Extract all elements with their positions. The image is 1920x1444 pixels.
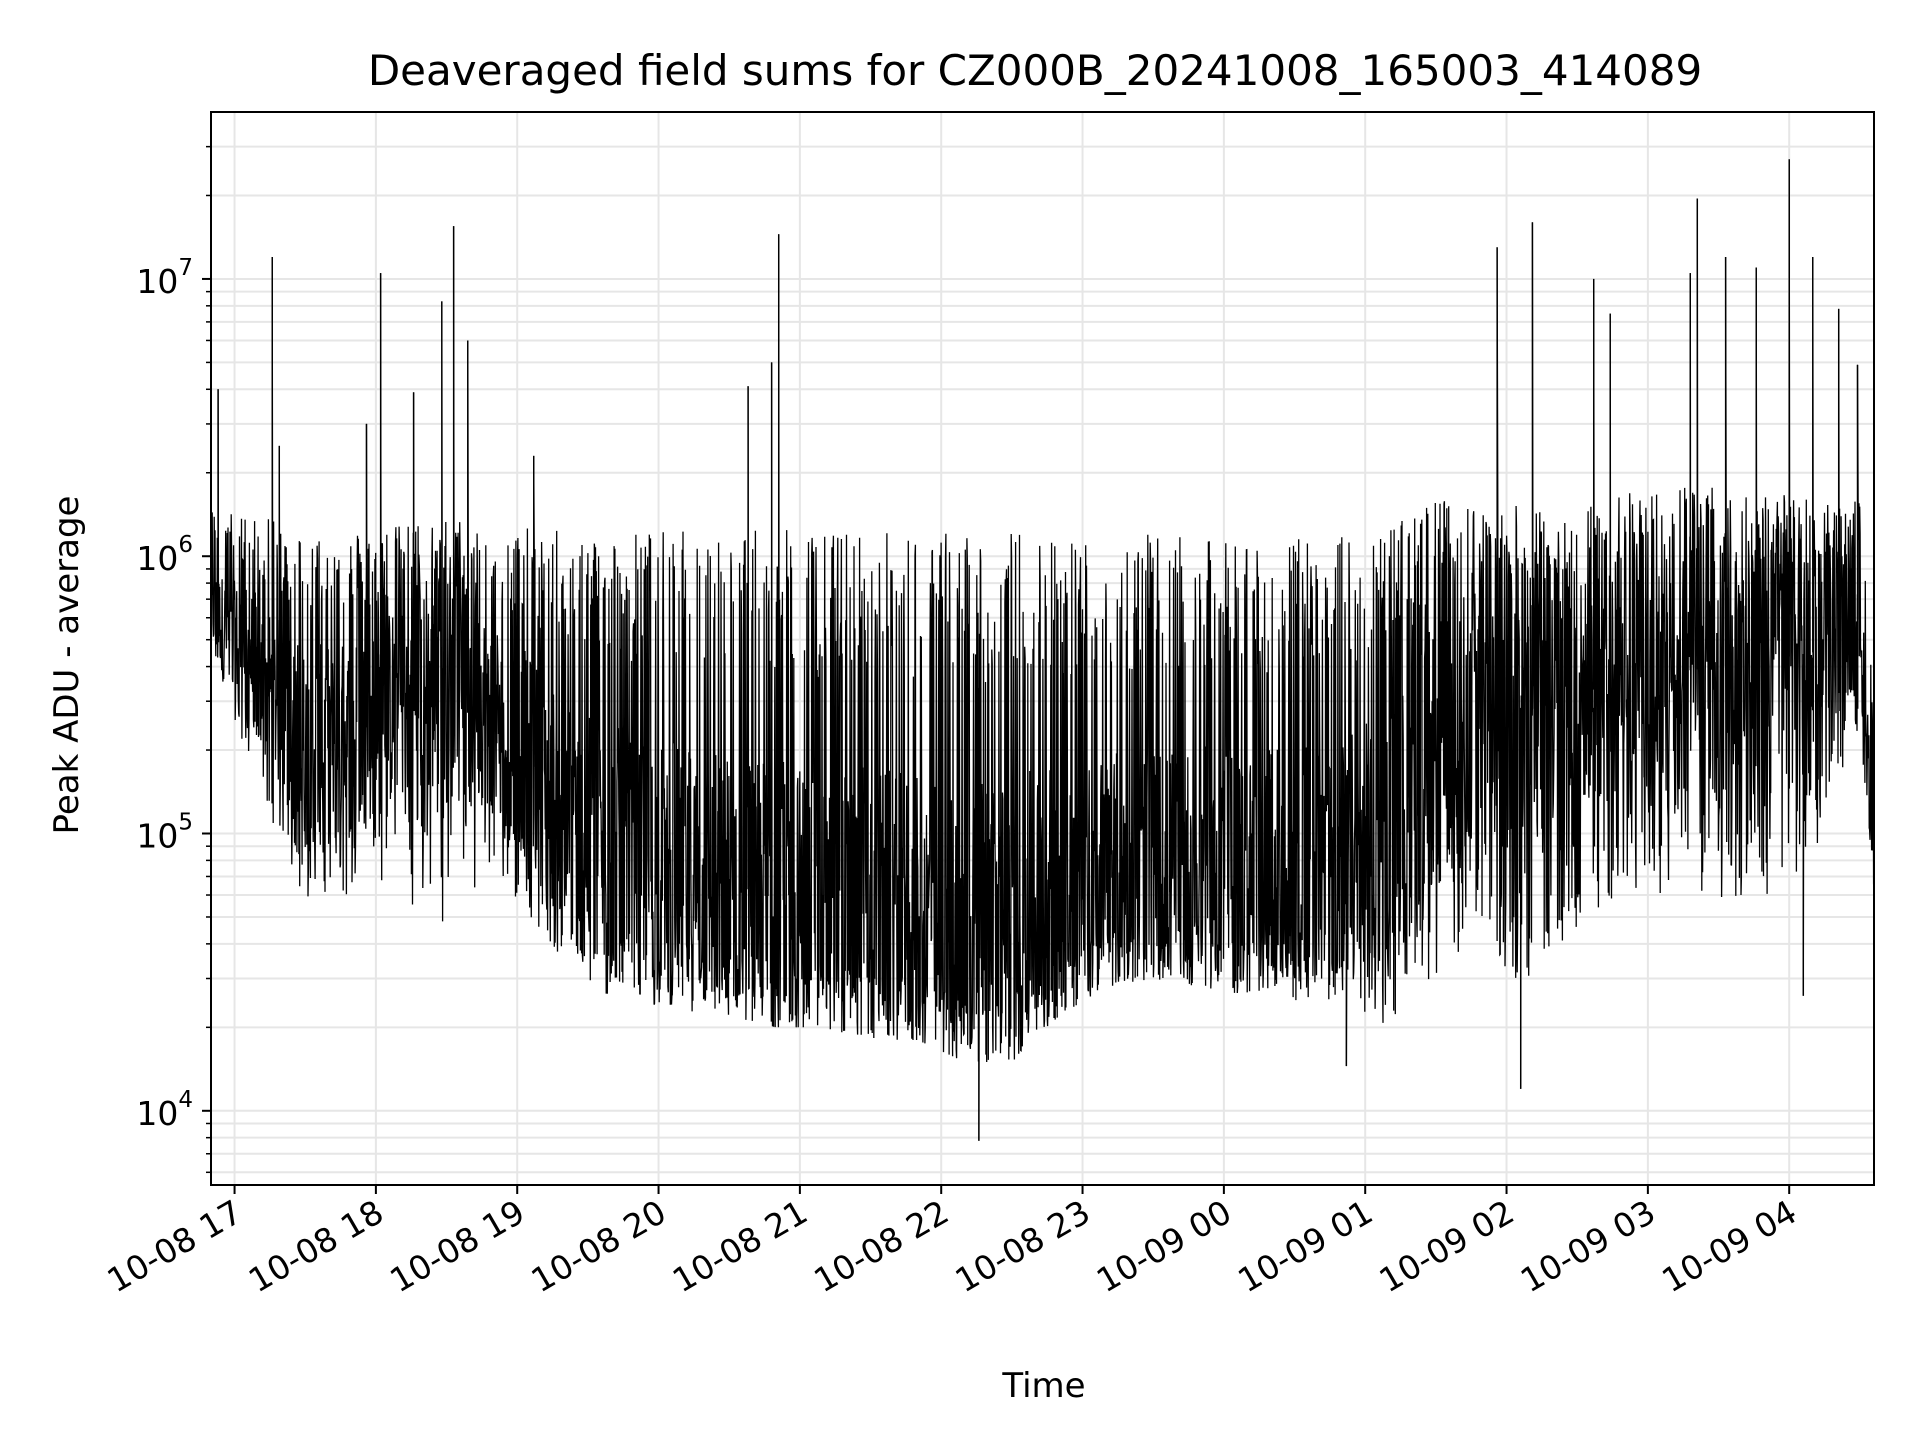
y-tick-label-exponent: 7 — [178, 255, 193, 281]
chart-title: Deaveraged field sums for CZ000B_2024100… — [368, 46, 1702, 95]
y-tick-label: 106 — [136, 532, 193, 578]
series-line — [211, 159, 1874, 1141]
y-tick-label-exponent: 6 — [178, 532, 193, 558]
plot-frame — [210, 111, 1875, 1186]
y-axis-label: Peak ADU - average — [47, 496, 87, 835]
y-tick-label-exponent: 5 — [178, 810, 193, 836]
y-tick-label: 105 — [136, 810, 193, 856]
y-tick-label-base: 10 — [136, 1094, 178, 1133]
y-tick-label-exponent: 4 — [178, 1087, 193, 1113]
y-tick-label-base: 10 — [136, 539, 178, 578]
y-tick-label-base: 10 — [136, 817, 178, 856]
y-tick-label-base: 10 — [136, 262, 178, 301]
y-tick-label: 107 — [136, 255, 193, 301]
x-axis-label: Time — [1001, 1366, 1085, 1406]
y-tick-label: 104 — [136, 1087, 193, 1133]
data-series — [211, 159, 1874, 1141]
